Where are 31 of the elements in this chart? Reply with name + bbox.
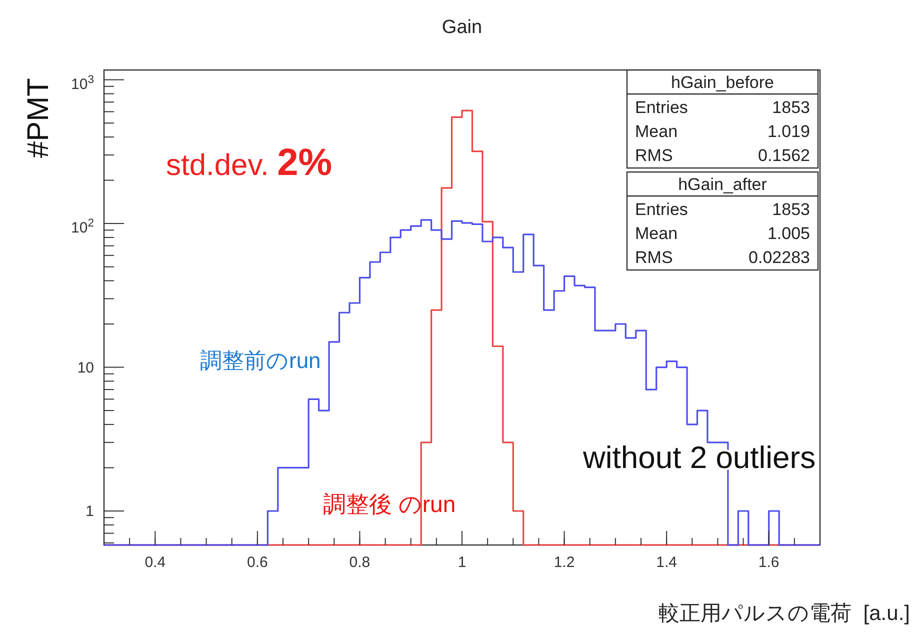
y-axis-title: #PMT [22,78,55,158]
y-tick-label: 10$^{2}$ [71,218,94,237]
annotation: Mean [635,224,678,243]
annotation: Entries [635,98,688,117]
annotation: std.dev. 2% [166,142,332,184]
chart-title: Gain [442,17,482,38]
annotation: RMS [635,248,673,267]
x-tick-label: 1 [458,554,466,571]
annotation: 1853 [772,200,810,219]
y-tick-label: 10$^{3}$ [71,74,94,93]
x-tick-label: 1.4 [656,554,677,571]
annotation: 1853 [772,98,810,117]
annotation: 1.005 [767,224,810,243]
y-tick-label: 1 [86,502,94,520]
x-axis-title: 較正用パルスの電荷 [a.u.] [658,602,910,625]
x-tick-label: 0.4 [144,554,166,571]
annotation: RMS [635,146,673,165]
annotation: hGain_before [670,73,774,92]
annotation: 1.019 [767,122,810,141]
x-tick-label: 1.6 [758,554,780,571]
x-tick-label: 0.8 [349,554,370,571]
annotation: hGain_after [678,175,768,194]
annotation: Mean [635,122,678,141]
annotation: 調整前のrun [200,348,321,373]
x-tick-label: 0.6 [247,554,268,571]
y-tick-label: 10 [77,359,94,376]
annotation: Entries [635,200,688,219]
x-tick-label: 1.2 [554,554,575,571]
annotation: 0.02283 [748,248,810,267]
annotation: 調整後 のrun [323,491,456,517]
annotation: 0.1562 [758,146,810,165]
